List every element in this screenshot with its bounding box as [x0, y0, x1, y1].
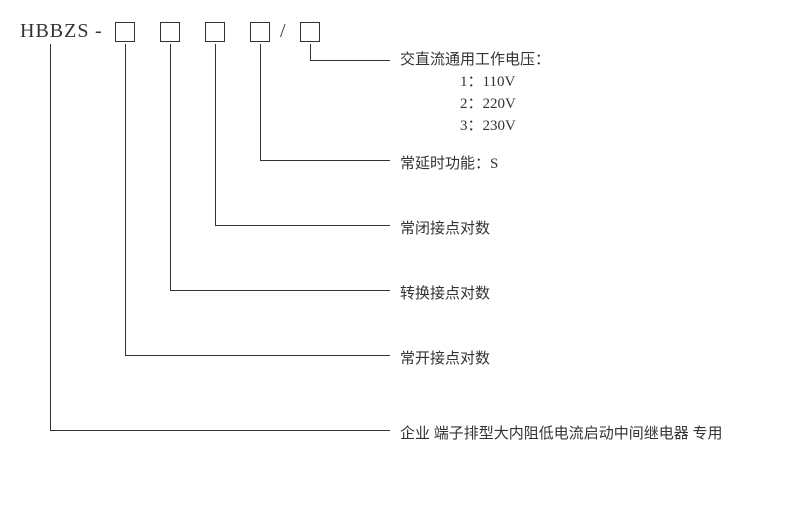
placeholder-box-5 — [300, 22, 320, 42]
placeholder-box-1 — [115, 22, 135, 42]
leader-h-2 — [170, 290, 390, 291]
leader-v-4 — [260, 44, 261, 160]
leader-v-3 — [215, 44, 216, 225]
desc-voltage-opt1: 1：110V — [460, 70, 515, 91]
code-dash: - — [95, 20, 103, 43]
desc-voltage-opt3: 3：230V — [460, 114, 516, 135]
leader-h-3 — [215, 225, 390, 226]
placeholder-box-3 — [205, 22, 225, 42]
desc-nc-contacts: 常闭接点对数 — [400, 217, 490, 238]
model-code-diagram: HBBZS - / 交直流通用工作电压： 1：110V 2：220V 3：230… — [0, 0, 800, 510]
desc-co-contacts: 转换接点对数 — [400, 282, 490, 303]
placeholder-box-4 — [250, 22, 270, 42]
desc-voltage-opt2: 2：220V — [460, 92, 516, 113]
leader-v-0 — [50, 44, 51, 430]
leader-h-5 — [310, 60, 390, 61]
leader-h-0 — [50, 430, 390, 431]
leader-v-1 — [125, 44, 126, 355]
desc-no-contacts: 常开接点对数 — [400, 347, 490, 368]
desc-voltage-title: 交直流通用工作电压： — [400, 48, 550, 69]
desc-delay: 常延时功能：S — [400, 152, 498, 173]
desc-enterprise: 企业 端子排型大内阻低电流启动中间继电器 专用 — [400, 422, 723, 443]
code-slash: / — [280, 20, 286, 43]
leader-v-5 — [310, 44, 311, 60]
code-prefix: HBBZS — [20, 20, 89, 43]
leader-v-2 — [170, 44, 171, 290]
placeholder-box-2 — [160, 22, 180, 42]
leader-h-1 — [125, 355, 390, 356]
leader-h-4 — [260, 160, 390, 161]
